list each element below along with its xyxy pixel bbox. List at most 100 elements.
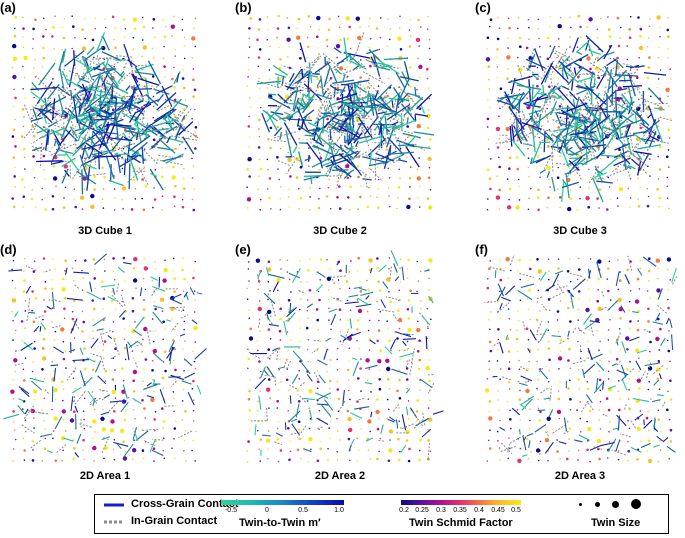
cross-grain-edge bbox=[39, 326, 42, 332]
in-grain-edge bbox=[364, 175, 368, 188]
twin-node bbox=[24, 96, 26, 99]
twin-node bbox=[659, 36, 661, 38]
in-grain-edge bbox=[57, 89, 65, 97]
twin-node bbox=[499, 378, 501, 380]
twin-node bbox=[22, 147, 26, 151]
cross-grain-edge bbox=[109, 164, 112, 182]
twin-node bbox=[556, 319, 559, 321]
twin-node bbox=[626, 348, 629, 351]
twin-node bbox=[141, 16, 144, 19]
cross-grain-edge bbox=[76, 170, 97, 185]
in-grain-edge bbox=[556, 282, 563, 292]
twin-node bbox=[486, 168, 490, 171]
twin-node bbox=[122, 440, 125, 444]
twin-node bbox=[182, 257, 184, 260]
twin-size-dot-large bbox=[612, 501, 619, 508]
twin-node bbox=[23, 379, 26, 382]
twin-node bbox=[496, 146, 500, 149]
twin-node bbox=[317, 329, 319, 331]
twin-node bbox=[629, 69, 632, 71]
in-grain-edge bbox=[639, 152, 650, 159]
twin-node bbox=[366, 205, 370, 209]
cross-grain-edge bbox=[551, 176, 556, 192]
cross-grain-edge bbox=[77, 118, 88, 142]
cross-grain-edge bbox=[583, 119, 597, 132]
panel-caption-d: 2D Area 1 bbox=[79, 470, 131, 482]
twin-node bbox=[598, 370, 600, 372]
twin-node bbox=[416, 168, 419, 171]
cross-grain-edge bbox=[94, 253, 107, 266]
twin-node bbox=[74, 147, 76, 149]
cross-grain-edge bbox=[571, 130, 581, 142]
twin-node bbox=[287, 427, 290, 430]
twin-node bbox=[409, 66, 412, 69]
twin-node bbox=[103, 357, 105, 360]
twin-node bbox=[668, 458, 670, 460]
cross-grain-edge bbox=[562, 178, 568, 187]
twin-node bbox=[316, 370, 319, 372]
twin-node bbox=[490, 311, 492, 313]
twin-node bbox=[83, 347, 86, 350]
twin-node bbox=[617, 297, 622, 303]
twin-node bbox=[668, 166, 670, 168]
twin-node bbox=[355, 16, 360, 21]
twin-node bbox=[181, 18, 184, 21]
cross-grain-edge bbox=[70, 396, 74, 411]
twin-node bbox=[567, 306, 570, 310]
twin-node bbox=[539, 45, 541, 48]
twin-node bbox=[305, 326, 309, 330]
twin-node bbox=[83, 458, 86, 460]
twin-node bbox=[399, 358, 401, 361]
twin-node bbox=[406, 156, 408, 158]
twin-node bbox=[505, 257, 510, 262]
twin-node bbox=[628, 300, 631, 303]
twin-node bbox=[379, 349, 382, 352]
twin-node bbox=[408, 177, 412, 180]
mprime-tick: 0.5 bbox=[298, 507, 308, 514]
in-grain-edge bbox=[656, 304, 667, 314]
in-grain-edge bbox=[264, 313, 273, 325]
twin-node bbox=[579, 329, 581, 331]
twin-node bbox=[418, 64, 423, 70]
cross-grain-edge bbox=[323, 66, 331, 87]
twin-node bbox=[337, 15, 340, 18]
cross-grain-edge bbox=[501, 296, 511, 302]
twin-node bbox=[248, 389, 251, 393]
twin-node bbox=[81, 330, 84, 333]
in-grain-edge bbox=[152, 438, 164, 441]
cross-grain-edge bbox=[17, 404, 26, 415]
twin-node bbox=[307, 361, 309, 363]
twin-node bbox=[539, 176, 541, 179]
twin-node bbox=[316, 318, 319, 322]
twin-node bbox=[307, 461, 310, 463]
twin-node bbox=[587, 205, 590, 209]
cross-grain-edge bbox=[46, 305, 52, 310]
in-grain-edge bbox=[107, 133, 124, 154]
cross-grain-edge bbox=[345, 96, 369, 115]
twin-node bbox=[44, 208, 48, 211]
cross-grain-edge bbox=[671, 268, 677, 283]
cross-grain-edge bbox=[320, 110, 341, 120]
mprime-title: Twin-to-Twin m′ bbox=[239, 517, 321, 529]
twin-node bbox=[246, 186, 248, 188]
in-grain-edge bbox=[345, 103, 355, 115]
in-grain-edge bbox=[25, 265, 37, 271]
twin-node bbox=[260, 106, 262, 109]
twin-node bbox=[400, 427, 402, 429]
in-grain-edge bbox=[619, 98, 632, 107]
twin-node bbox=[317, 290, 320, 293]
twin-node bbox=[637, 98, 640, 101]
cross-grain-edge bbox=[624, 274, 630, 285]
panel-label-a: (a) bbox=[0, 0, 16, 15]
twin-node bbox=[508, 26, 511, 30]
twin-node bbox=[427, 156, 432, 162]
twin-node bbox=[44, 437, 47, 440]
cross-grain-edge bbox=[494, 270, 497, 278]
in-grain-edge bbox=[88, 397, 101, 406]
twin-node bbox=[657, 78, 660, 80]
cross-grain-edge bbox=[359, 101, 365, 108]
twin-node bbox=[247, 261, 250, 263]
cross-grain-edge bbox=[539, 168, 546, 174]
twin-node bbox=[338, 207, 342, 210]
cross-grain-edge bbox=[534, 423, 547, 433]
